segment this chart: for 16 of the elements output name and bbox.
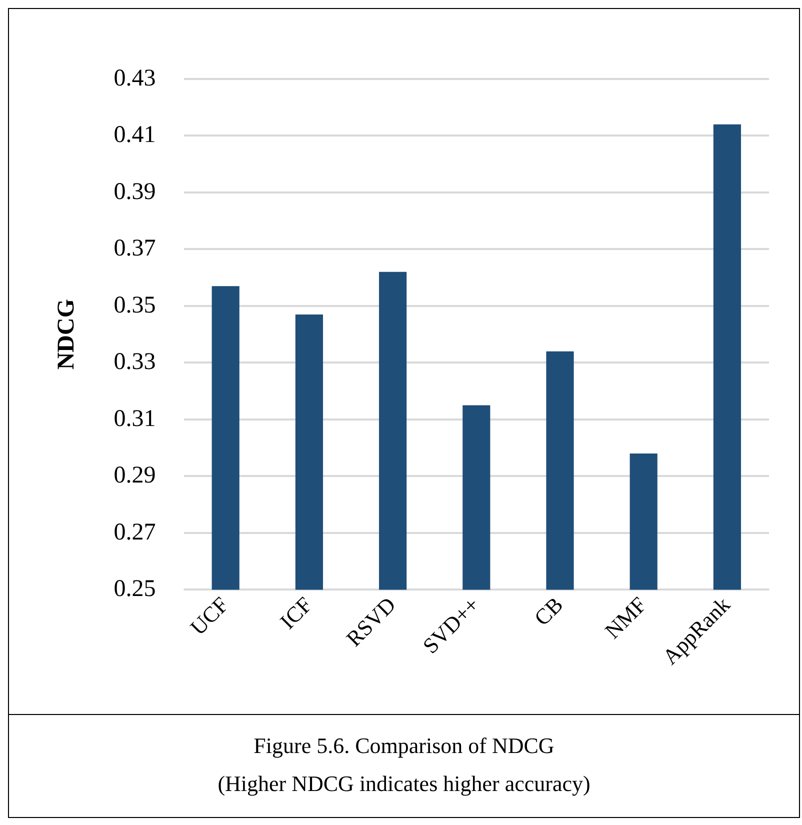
y-tick-label: 0.33 <box>114 349 156 376</box>
y-tick-label: 0.27 <box>114 519 156 546</box>
y-tick-label: 0.43 <box>114 65 156 92</box>
x-tick-label: CB <box>529 592 568 630</box>
y-tick-label: 0.29 <box>114 462 156 489</box>
y-axis-title: NDCG <box>54 298 80 370</box>
text: Figure 5.6. Comparison of NDCG <box>252 732 556 760</box>
x-tick-label: ICF <box>274 592 317 634</box>
text: (Higher NDCG indicates higher accuracy) <box>216 770 592 798</box>
x-tick-label: UCF <box>185 592 234 640</box>
y-tick-label: 0.31 <box>114 406 156 432</box>
y-tick-label: 0.37 <box>114 236 156 262</box>
y-tick-label: 0.39 <box>114 178 156 205</box>
y-tick-label: 0.41 <box>114 122 156 148</box>
y-tick-label: 0.35 <box>114 292 156 318</box>
y-tick-label: 0.25 <box>114 576 156 602</box>
